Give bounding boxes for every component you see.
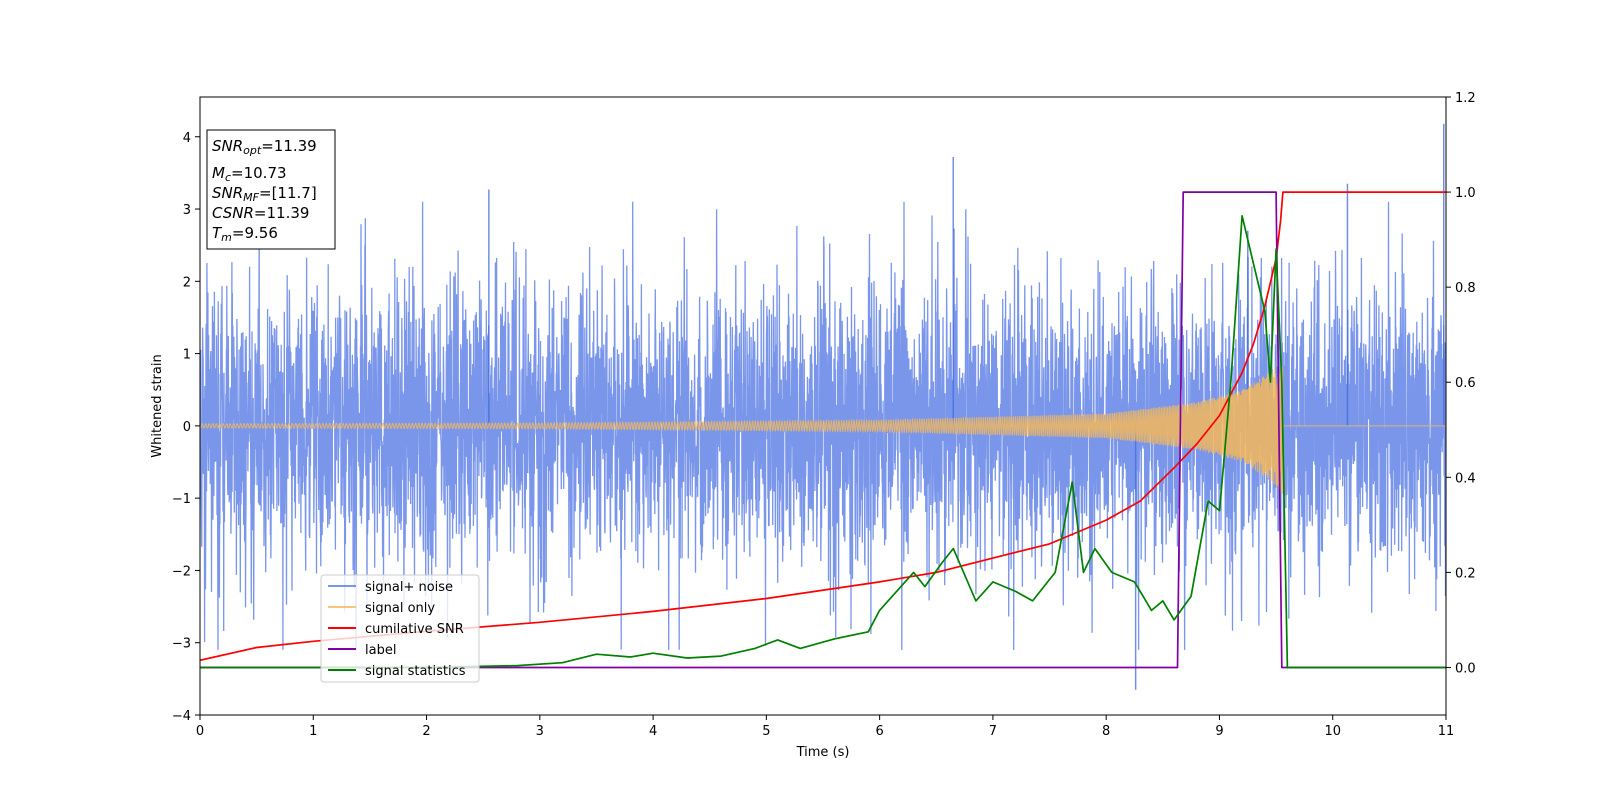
- y-right-tick-label-2: 0.4: [1455, 471, 1476, 486]
- x-axis-label: Time (s): [796, 745, 850, 760]
- legend-label-cumulative-snr: cumilative SNR: [365, 622, 464, 637]
- y-right-tick-label-1: 0.2: [1455, 566, 1476, 581]
- series-signal-statistics: [200, 214, 1446, 669]
- info-csnr: CSNR=11.39: [212, 204, 309, 222]
- x-tick-label-0: 0: [196, 724, 204, 739]
- x-tick-label-5: 5: [762, 724, 770, 739]
- info-box-frame: [206, 129, 336, 250]
- y-left-tick-label-3: −1: [172, 492, 191, 507]
- y-left-tick-label-2: −2: [172, 564, 191, 579]
- legend-frame: [320, 574, 480, 683]
- series-signal-only: [200, 360, 1446, 494]
- x-tick-label-11: 11: [1438, 724, 1455, 739]
- legend-label-signal-statistics: signal statistics: [365, 664, 466, 679]
- y-right-tick-label-6: 1.2: [1455, 91, 1476, 106]
- x-tick-label-9: 9: [1215, 724, 1223, 739]
- info-snr-opt: SNRopt=11.39: [212, 137, 317, 157]
- ticks-layer: 0 1 2 3 4 5 6 7 8 9 10 11 −4 −3 −2 −1 0 1 2 3 4 0.0 0.2 0.4 0.6 0…: [172, 91, 1476, 739]
- legend-label-label: label: [365, 643, 396, 658]
- x-tick-label-1: 1: [309, 724, 317, 739]
- plot-area-frame: [199, 96, 1447, 716]
- y-right-tick-label-5: 1.0: [1455, 186, 1476, 201]
- legend-label-signal-only: signal only: [365, 601, 435, 616]
- y-right-tick-label-3: 0.6: [1455, 376, 1476, 391]
- y-axis-label: Whitened strain: [150, 354, 165, 457]
- x-tick-label-7: 7: [989, 724, 997, 739]
- x-tick-label-8: 8: [1102, 724, 1110, 739]
- y-left-tick-label-1: −3: [172, 637, 191, 652]
- info-mc: Mc=10.73: [212, 164, 287, 184]
- x-tick-label-2: 2: [422, 724, 430, 739]
- y-left-tick-label-6: 2: [183, 275, 191, 290]
- x-tick-label-3: 3: [536, 724, 544, 739]
- info-box: SNRopt=11.39 Mc=10.73 SNRMF=[11.7] CSNR=…: [206, 129, 336, 250]
- x-tick-label-10: 10: [1324, 724, 1341, 739]
- y-right-tick-label-0: 0.0: [1455, 661, 1476, 676]
- y-left-tick-label-0: −4: [172, 709, 191, 724]
- legend: signal+ noise signal only cumilative SNR…: [320, 574, 480, 683]
- y-left-tick-label-5: 1: [183, 348, 191, 363]
- info-tm: Tm=9.56: [212, 224, 278, 244]
- y-left-tick-label-7: 3: [183, 203, 191, 218]
- info-snr-mf: SNRMF=[11.7]: [212, 184, 317, 204]
- x-tick-label-4: 4: [649, 724, 657, 739]
- legend-label-signal-noise: signal+ noise: [365, 580, 453, 595]
- series-layer: [200, 123, 1446, 690]
- y-left-tick-label-8: 4: [183, 131, 191, 146]
- y-left-tick-label-4: 0: [183, 420, 191, 435]
- x-tick-label-6: 6: [875, 724, 883, 739]
- y-right-tick-label-4: 0.8: [1455, 281, 1476, 296]
